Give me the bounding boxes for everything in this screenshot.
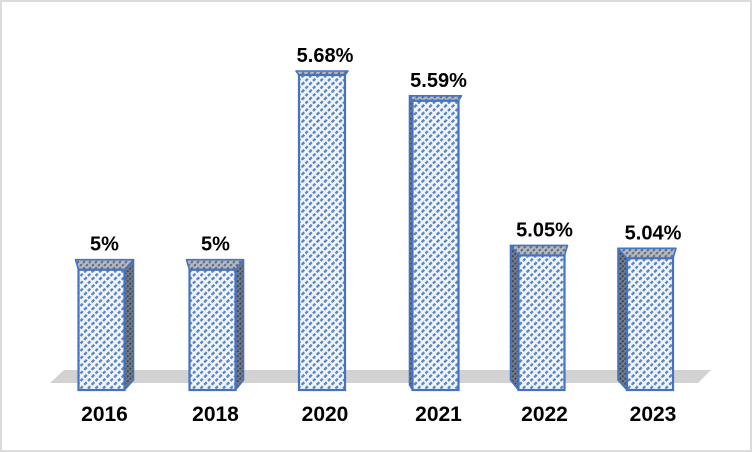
value-label-2018: 5% — [201, 234, 230, 256]
value-label-2021: 5.59% — [410, 70, 467, 92]
year-label-2016: 2016 — [81, 403, 128, 426]
year-label-2020: 2020 — [302, 403, 349, 426]
value-label-2020: 5.68% — [297, 45, 354, 67]
bar-2018: 5% 2018 — [185, 234, 245, 426]
bar-2020: 5.68% 2020 — [295, 45, 354, 426]
bar-2021: 5.59% 2021 — [408, 70, 467, 426]
year-label-2022: 2022 — [521, 403, 568, 426]
year-label-2018: 2018 — [192, 403, 239, 426]
year-label-2023: 2023 — [630, 403, 677, 426]
value-label-2023: 5.04% — [625, 222, 682, 244]
value-label-2022: 5.05% — [516, 219, 573, 241]
bar-2022: 5.05% 2022 — [509, 219, 573, 426]
value-label-2016: 5% — [90, 234, 119, 256]
bar-2023: 5.04% 2023 — [617, 222, 682, 426]
bar-2016: 5% 2016 — [74, 234, 135, 426]
chart-floor — [50, 370, 711, 383]
year-label-2021: 2021 — [415, 403, 462, 426]
